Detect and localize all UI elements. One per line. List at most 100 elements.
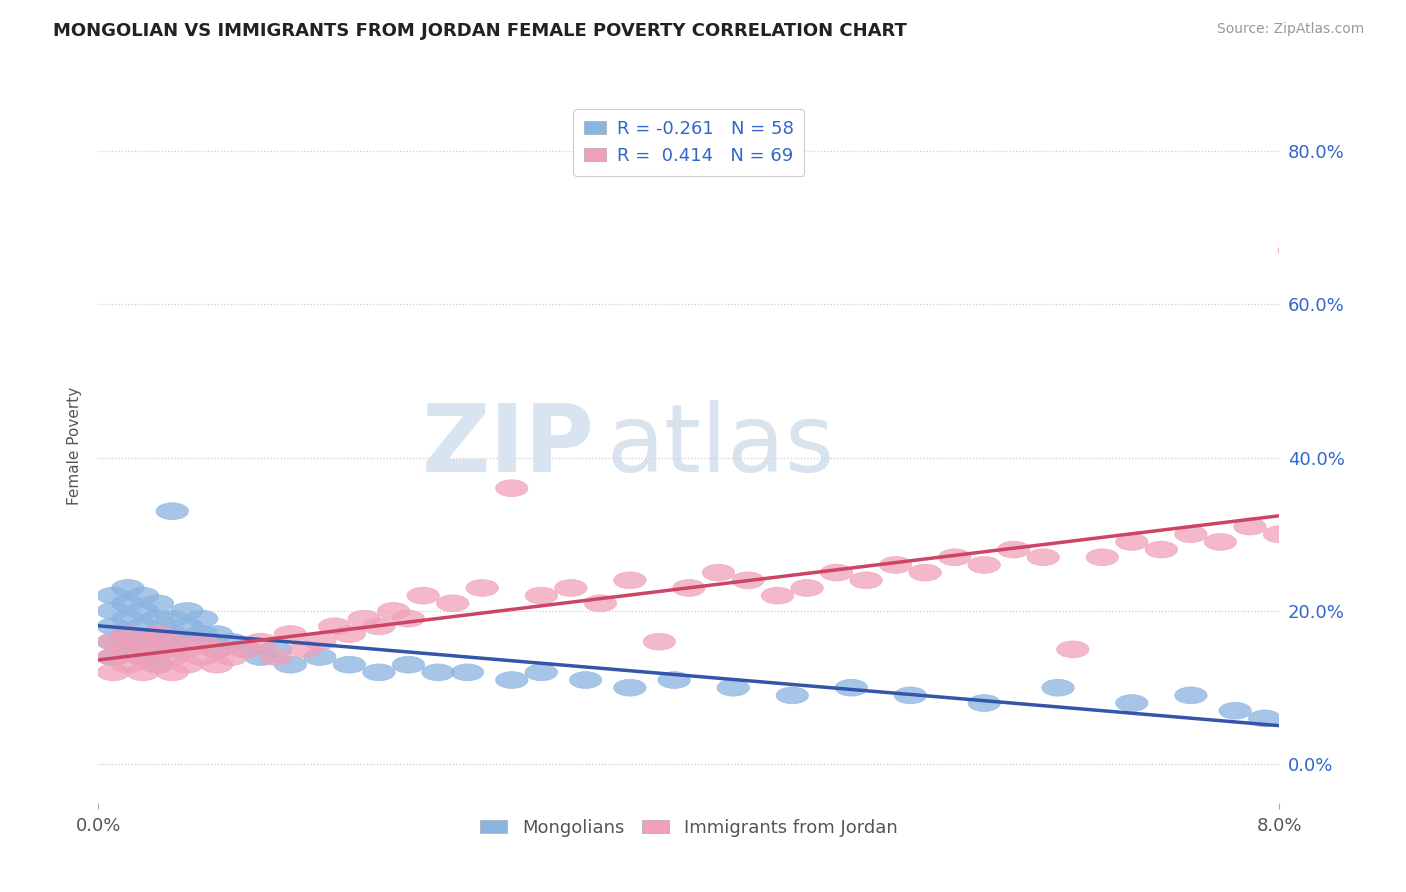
- Ellipse shape: [259, 640, 292, 657]
- Ellipse shape: [259, 648, 292, 665]
- Ellipse shape: [1308, 525, 1340, 542]
- Ellipse shape: [658, 672, 690, 689]
- Ellipse shape: [111, 633, 145, 650]
- Ellipse shape: [111, 595, 145, 612]
- Ellipse shape: [97, 587, 129, 604]
- Ellipse shape: [141, 625, 174, 642]
- Ellipse shape: [938, 549, 972, 566]
- Ellipse shape: [111, 625, 145, 642]
- Ellipse shape: [274, 625, 307, 642]
- Ellipse shape: [127, 633, 159, 650]
- Ellipse shape: [392, 610, 425, 627]
- Ellipse shape: [127, 618, 159, 635]
- Ellipse shape: [1337, 518, 1369, 535]
- Ellipse shape: [156, 648, 188, 665]
- Ellipse shape: [111, 657, 145, 673]
- Ellipse shape: [776, 687, 808, 704]
- Ellipse shape: [1026, 549, 1060, 566]
- Ellipse shape: [141, 640, 174, 657]
- Ellipse shape: [186, 625, 218, 642]
- Ellipse shape: [111, 580, 145, 597]
- Ellipse shape: [717, 680, 749, 696]
- Text: MONGOLIAN VS IMMIGRANTS FROM JORDAN FEMALE POVERTY CORRELATION CHART: MONGOLIAN VS IMMIGRANTS FROM JORDAN FEMA…: [53, 22, 907, 40]
- Ellipse shape: [465, 580, 499, 597]
- Ellipse shape: [97, 618, 129, 635]
- Ellipse shape: [849, 572, 883, 589]
- Ellipse shape: [170, 602, 204, 619]
- Ellipse shape: [643, 633, 676, 650]
- Ellipse shape: [186, 610, 218, 627]
- Ellipse shape: [245, 648, 277, 665]
- Ellipse shape: [967, 695, 1001, 712]
- Ellipse shape: [215, 633, 247, 650]
- Ellipse shape: [1219, 702, 1251, 719]
- Ellipse shape: [524, 664, 558, 681]
- Ellipse shape: [436, 595, 470, 612]
- Ellipse shape: [347, 610, 381, 627]
- Ellipse shape: [702, 564, 735, 581]
- Text: ZIP: ZIP: [422, 400, 595, 492]
- Ellipse shape: [274, 657, 307, 673]
- Ellipse shape: [333, 657, 366, 673]
- Ellipse shape: [127, 648, 159, 665]
- Ellipse shape: [288, 640, 322, 657]
- Ellipse shape: [156, 610, 188, 627]
- Ellipse shape: [97, 633, 129, 650]
- Text: Source: ZipAtlas.com: Source: ZipAtlas.com: [1216, 22, 1364, 37]
- Ellipse shape: [127, 602, 159, 619]
- Ellipse shape: [495, 480, 529, 497]
- Ellipse shape: [186, 633, 218, 650]
- Ellipse shape: [1278, 242, 1310, 259]
- Ellipse shape: [229, 640, 263, 657]
- Ellipse shape: [363, 664, 395, 681]
- Ellipse shape: [141, 657, 174, 673]
- Ellipse shape: [997, 541, 1031, 558]
- Ellipse shape: [186, 648, 218, 665]
- Ellipse shape: [363, 618, 395, 635]
- Ellipse shape: [215, 648, 247, 665]
- Ellipse shape: [111, 625, 145, 642]
- Ellipse shape: [406, 587, 440, 604]
- Ellipse shape: [170, 633, 204, 650]
- Ellipse shape: [1292, 518, 1326, 535]
- Ellipse shape: [111, 640, 145, 657]
- Ellipse shape: [1322, 510, 1355, 527]
- Ellipse shape: [1056, 640, 1090, 657]
- Ellipse shape: [156, 640, 188, 657]
- Ellipse shape: [245, 633, 277, 650]
- Ellipse shape: [127, 587, 159, 604]
- Ellipse shape: [790, 580, 824, 597]
- Ellipse shape: [495, 672, 529, 689]
- Ellipse shape: [97, 648, 129, 665]
- Ellipse shape: [1233, 518, 1267, 535]
- Ellipse shape: [111, 610, 145, 627]
- Ellipse shape: [141, 595, 174, 612]
- Ellipse shape: [967, 557, 1001, 574]
- Ellipse shape: [141, 640, 174, 657]
- Ellipse shape: [127, 664, 159, 681]
- Ellipse shape: [894, 687, 927, 704]
- Ellipse shape: [127, 633, 159, 650]
- Ellipse shape: [200, 640, 233, 657]
- Ellipse shape: [613, 680, 647, 696]
- Ellipse shape: [156, 633, 188, 650]
- Ellipse shape: [141, 625, 174, 642]
- Ellipse shape: [392, 657, 425, 673]
- Ellipse shape: [97, 602, 129, 619]
- Ellipse shape: [170, 657, 204, 673]
- Ellipse shape: [97, 633, 129, 650]
- Ellipse shape: [127, 648, 159, 665]
- Ellipse shape: [156, 664, 188, 681]
- Ellipse shape: [569, 672, 602, 689]
- Ellipse shape: [1115, 533, 1149, 550]
- Ellipse shape: [304, 633, 336, 650]
- Legend: Mongolians, Immigrants from Jordan: Mongolians, Immigrants from Jordan: [472, 812, 905, 844]
- Ellipse shape: [377, 602, 411, 619]
- Ellipse shape: [761, 587, 794, 604]
- Text: atlas: atlas: [606, 400, 835, 492]
- Ellipse shape: [141, 610, 174, 627]
- Ellipse shape: [111, 640, 145, 657]
- Y-axis label: Female Poverty: Female Poverty: [67, 387, 83, 505]
- Ellipse shape: [318, 618, 352, 635]
- Ellipse shape: [1174, 525, 1208, 542]
